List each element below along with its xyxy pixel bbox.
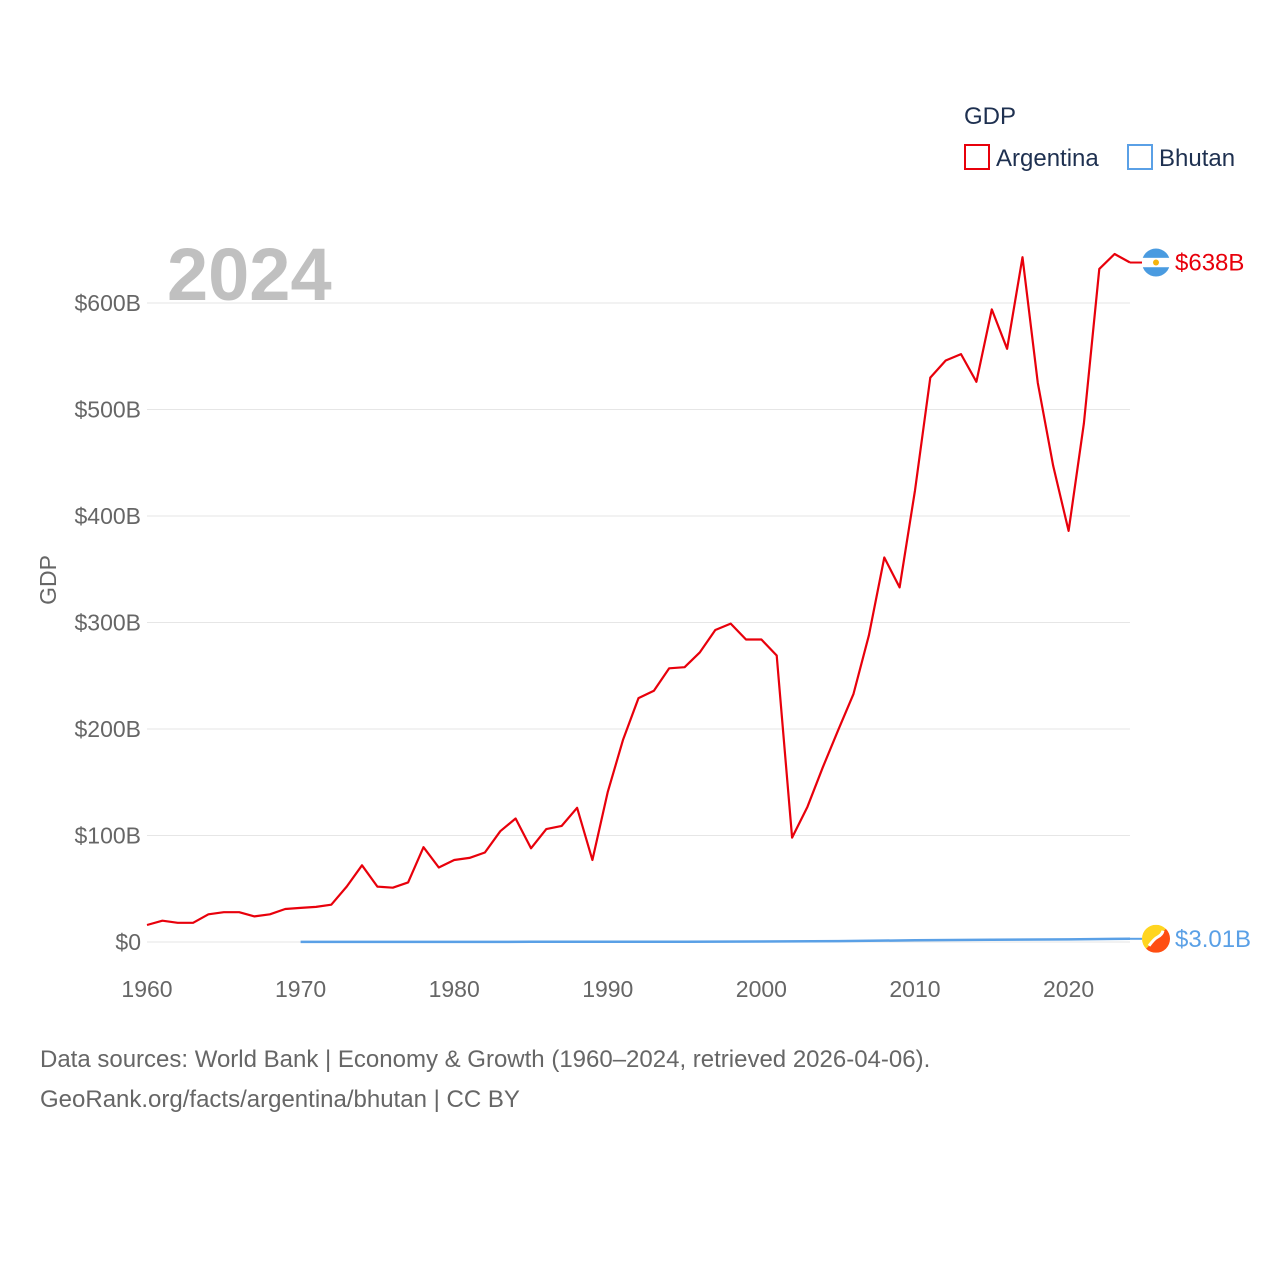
- x-tick-label: 2020: [1043, 976, 1094, 1002]
- bhutan-end-marker: $3.01B: [1130, 924, 1251, 953]
- year-watermark: 2024: [167, 233, 332, 316]
- legend-item-bhutan[interactable]: Bhutan: [1127, 144, 1235, 172]
- x-tick-label: 1980: [429, 976, 480, 1002]
- legend: GDP Argentina Bhutan: [964, 103, 1235, 172]
- x-tick-label: 2010: [889, 976, 940, 1002]
- source-url[interactable]: GeoRank.org/facts/argentina/bhutan | CC …: [40, 1086, 520, 1113]
- series-line-bhutan: [300, 937, 1131, 944]
- y-axis-ticks: $0 $100B $200B $300B $400B $500B $600B: [74, 290, 141, 955]
- x-tick-label: 2000: [736, 976, 787, 1002]
- y-tick-label: $400B: [74, 503, 141, 529]
- x-tick-label: 1970: [275, 976, 326, 1002]
- argentina-end-marker: $638B: [1130, 248, 1244, 277]
- x-tick-label: 1960: [121, 976, 172, 1002]
- y-tick-label: $300B: [74, 610, 141, 636]
- series-line-argentina: [146, 252, 1131, 927]
- y-axis-title: GDP: [35, 555, 61, 605]
- legend-label-bhutan: Bhutan: [1159, 145, 1235, 172]
- x-tick-label: 1990: [582, 976, 633, 1002]
- source-line: Data sources: World Bank | Economy & Gro…: [40, 1046, 931, 1073]
- y-tick-label: $200B: [74, 716, 141, 742]
- y-tick-label: $500B: [74, 397, 141, 423]
- series-layer: [146, 252, 1131, 944]
- y-tick-label: $0: [115, 929, 141, 955]
- argentina-flag-icon: [1142, 248, 1170, 277]
- bhutan-flag-icon: [1142, 924, 1170, 953]
- legend-swatch-bhutan: [1127, 144, 1153, 170]
- legend-swatch-argentina: [964, 144, 990, 170]
- source-footer: Data sources: World Bank | Economy & Gro…: [40, 1040, 1240, 1120]
- legend-item-argentina[interactable]: Argentina: [964, 144, 1099, 172]
- x-axis-ticks: 1960 1970 1980 1990 2000 2010 2020: [121, 976, 1094, 1002]
- y-tick-label: $100B: [74, 823, 141, 849]
- bhutan-end-value: $3.01B: [1175, 926, 1251, 953]
- y-tick-label: $600B: [74, 290, 141, 316]
- legend-title: GDP: [964, 103, 1016, 130]
- legend-label-argentina: Argentina: [996, 145, 1099, 172]
- argentina-end-value: $638B: [1175, 250, 1244, 277]
- gridlines: [147, 302, 1130, 943]
